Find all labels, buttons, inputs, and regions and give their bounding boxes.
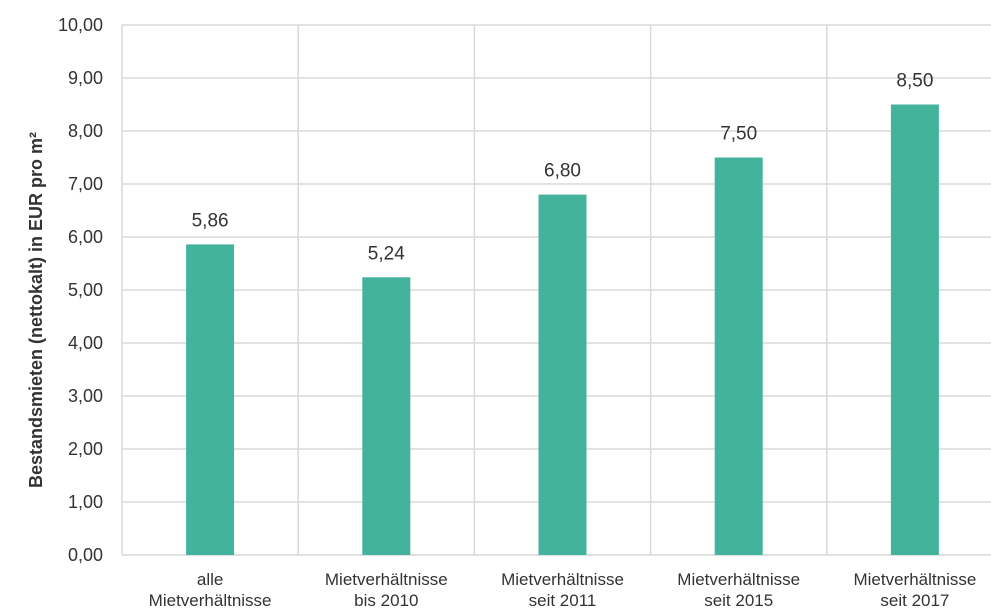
bar xyxy=(538,194,587,555)
x-category-label: alle xyxy=(197,570,223,589)
x-category-label: seit 2015 xyxy=(704,591,773,610)
y-tick-label: 9,00 xyxy=(68,68,103,88)
data-label: 5,86 xyxy=(192,210,229,231)
y-tick-label: 4,00 xyxy=(68,333,103,353)
y-tick-label: 1,00 xyxy=(68,492,103,512)
data-label: 5,24 xyxy=(368,243,405,264)
y-tick-label: 10,00 xyxy=(58,15,103,35)
y-axis-ticks: 0,00 1,00 2,00 3,00 4,00 5,00 6,00 7,00 8,00 9,00… xyxy=(58,15,103,565)
x-category-label: bis 2010 xyxy=(354,591,418,610)
x-axis-categories: alle Mietverhältnisse Mietverhältnisse bis … xyxy=(149,570,977,610)
bar xyxy=(186,244,235,556)
y-tick-label: 2,00 xyxy=(68,439,103,459)
x-category-label: Mietverhältnisse xyxy=(677,570,800,589)
y-tick-label: 5,00 xyxy=(68,280,103,300)
data-label: 7,50 xyxy=(720,124,757,145)
x-category-label: seit 2017 xyxy=(880,591,949,610)
x-category-label: Mietverhältnisse xyxy=(501,570,624,589)
y-tick-label: 7,00 xyxy=(68,174,103,194)
y-tick-label: 3,00 xyxy=(68,386,103,406)
y-tick-label: 0,00 xyxy=(68,545,103,565)
data-label: 8,50 xyxy=(896,71,933,92)
x-category-label: Mietverhältnisse xyxy=(853,570,976,589)
bar xyxy=(362,277,411,555)
y-tick-label: 8,00 xyxy=(68,121,103,141)
bar xyxy=(890,104,939,555)
y-axis-title: Bestandsmieten (nettokalt) in EUR pro m² xyxy=(26,132,46,488)
x-category-label: Mietverhältnisse xyxy=(149,591,272,610)
x-category-label: Mietverhältnisse xyxy=(325,570,448,589)
y-tick-label: 6,00 xyxy=(68,227,103,247)
bars xyxy=(186,104,939,556)
data-labels: 5,86 5,24 6,80 7,50 8,50 xyxy=(192,71,934,265)
bar xyxy=(714,157,763,555)
data-label: 6,80 xyxy=(544,161,581,182)
x-category-label: seit 2011 xyxy=(529,591,597,610)
